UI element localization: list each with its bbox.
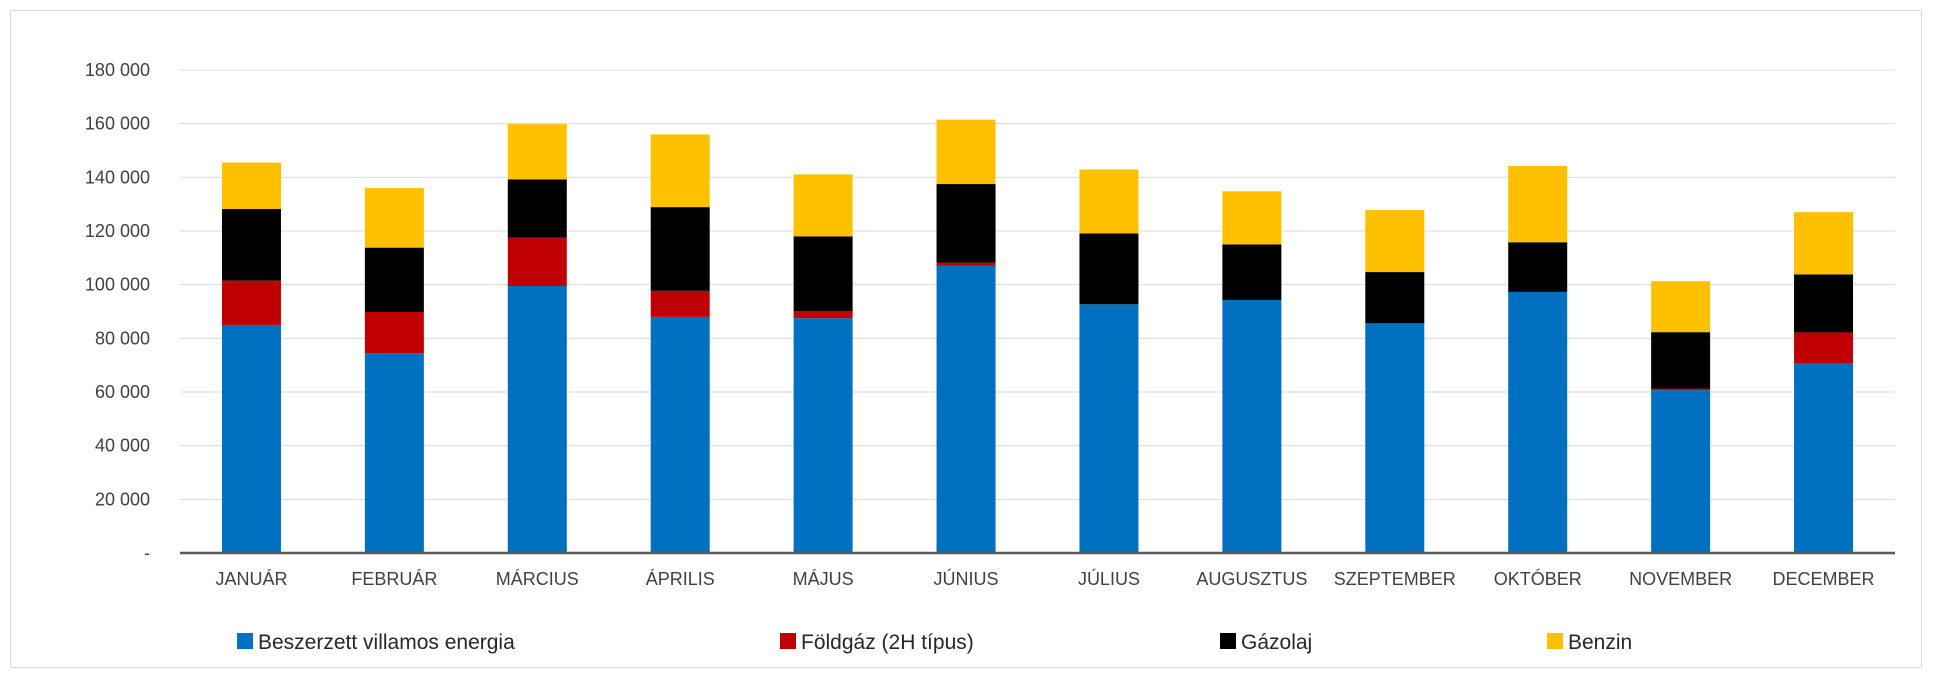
x-tick-label: JÚLIUS <box>1078 568 1140 589</box>
bar-segment <box>1365 210 1425 273</box>
bar-segment <box>507 124 567 180</box>
bar-segment <box>1794 363 1854 553</box>
bar-segment <box>793 310 853 319</box>
bar-segment <box>650 316 710 553</box>
y-tick-label: 100 000 <box>85 275 150 295</box>
bar-segment <box>650 207 710 291</box>
x-tick-label: MÁJUS <box>793 569 854 589</box>
x-tick-label: SZEPTEMBER <box>1334 569 1456 589</box>
x-tick-label: DECEMBER <box>1773 569 1875 589</box>
x-tick-label: MÁRCIUS <box>496 569 579 589</box>
bar-segment <box>1222 299 1282 553</box>
bar-segment <box>1079 169 1139 234</box>
bar-segment <box>1508 242 1568 292</box>
bar-segment <box>221 208 281 281</box>
bar-segment <box>1079 304 1139 553</box>
legend-label: Gázolaj <box>1241 631 1312 654</box>
legend-swatch <box>237 633 253 649</box>
bar-segment <box>221 280 281 325</box>
bar-segment <box>1079 233 1139 305</box>
bar-segment <box>221 324 281 553</box>
legend-label: Benzin <box>1568 631 1632 654</box>
y-tick-label: 80 000 <box>95 328 150 348</box>
x-tick-label: ÁPRILIS <box>646 569 715 589</box>
bar-segment <box>936 265 996 553</box>
y-tick-label: 180 000 <box>85 60 150 80</box>
bar-segment <box>936 184 996 263</box>
bar-segment <box>1222 244 1282 300</box>
bar-segment <box>936 262 996 266</box>
bar-segment <box>1651 390 1711 553</box>
bar-segment <box>507 179 567 238</box>
bar-segment <box>650 290 710 317</box>
x-tick-label: AUGUSZTUS <box>1196 569 1307 589</box>
bar-segment <box>507 237 567 287</box>
bar-segment <box>1651 388 1711 391</box>
bar-segment <box>793 174 853 237</box>
bar-segment <box>1508 166 1568 243</box>
legend-swatch <box>1220 633 1236 649</box>
bar-segment <box>364 188 424 248</box>
y-tick-label: 140 000 <box>85 167 150 187</box>
x-tick-label: NOVEMBER <box>1629 569 1732 589</box>
bar-segment <box>221 162 281 209</box>
y-tick-label: 120 000 <box>85 221 150 241</box>
bar-segment <box>1365 272 1425 324</box>
bar-segment <box>364 312 424 354</box>
bar-segment <box>1794 212 1854 275</box>
y-tick-label: 20 000 <box>95 489 150 509</box>
x-tick-label: JÚNIUS <box>934 568 999 589</box>
legend-label: Beszerzett villamos energia <box>258 631 515 654</box>
bar-segment <box>1508 291 1568 553</box>
bar-segment <box>364 353 424 553</box>
bar-segment <box>1651 332 1711 389</box>
y-tick-label: 40 000 <box>95 436 150 456</box>
bar-segment <box>1365 323 1425 553</box>
legend-label: Földgáz (2H típus) <box>801 631 974 654</box>
bar-segment <box>507 286 567 553</box>
legend-swatch <box>1547 633 1563 649</box>
x-tick-label: JANUÁR <box>215 569 287 589</box>
bar-segment <box>793 318 853 553</box>
y-tick-label: 160 000 <box>85 114 150 134</box>
y-tick-label: - <box>144 543 150 563</box>
bar-segment <box>1794 332 1854 364</box>
legend-swatch <box>780 633 796 649</box>
bar-segment <box>1794 274 1854 333</box>
y-tick-label: 60 000 <box>95 382 150 402</box>
bar-segment <box>936 119 996 185</box>
bar-segment <box>650 134 710 208</box>
x-tick-label: OKTÓBER <box>1494 568 1582 589</box>
bar-segment <box>1651 281 1711 333</box>
x-tick-label: FEBRUÁR <box>351 569 437 589</box>
bar-segment <box>793 236 853 311</box>
bar-segment <box>1222 191 1282 245</box>
bar-segment <box>364 247 424 313</box>
